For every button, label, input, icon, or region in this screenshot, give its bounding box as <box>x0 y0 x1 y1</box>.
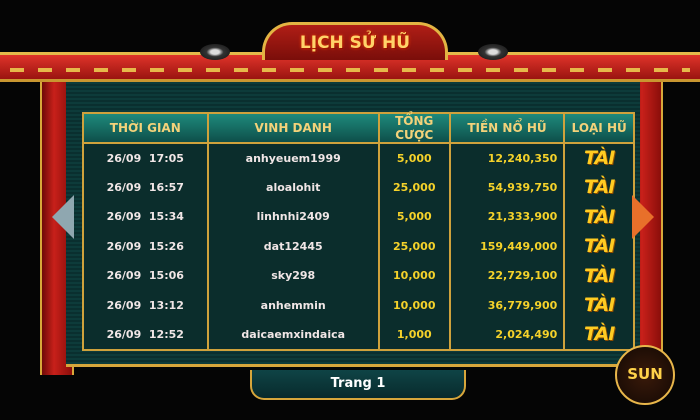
cell-time: 26/09 15:06 <box>82 261 208 291</box>
page-indicator: Trang 1 <box>250 370 466 400</box>
cell-name: dat12445 <box>206 231 379 261</box>
table-row: 26/09 12:52 daicaemxindaica 1,000 2,024,490… <box>82 320 634 350</box>
table-row: 26/09 15:26 dat12445 25,000 159,449,000 TÀI <box>82 231 634 261</box>
table-row: 26/09 15:06 sky298 10,000 22,729,100 TÀI <box>82 261 634 291</box>
roof-trim <box>10 68 690 72</box>
cell-time: 26/09 12:52 <box>82 320 208 350</box>
cell-type: TÀI <box>563 290 634 320</box>
cell-bet: 5,000 <box>377 202 450 232</box>
column-header: THỜI GIAN <box>82 113 208 144</box>
cell-jackpot: 22,729,100 <box>448 261 565 291</box>
column-header: TỔNG CƯỢC <box>377 113 450 144</box>
cell-name: linhnhi2409 <box>206 202 379 232</box>
cell-type: TÀI <box>563 231 634 261</box>
table-row: 26/09 16:57 aloalohit 25,000 54,939,750 TÀI <box>82 172 634 202</box>
jackpot-history-table: THỜI GIAN VINH DANH TỔNG CƯỢC TIỀN NỔ HŨ LOẠ… <box>82 112 635 351</box>
cell-jackpot: 2,024,490 <box>448 320 565 350</box>
cell-bet: 10,000 <box>377 261 450 291</box>
gong-icon <box>200 44 230 60</box>
cell-name: anhyeuem1999 <box>206 143 379 173</box>
cell-bet: 25,000 <box>377 172 450 202</box>
cell-type: TÀI <box>563 143 634 173</box>
chevron-right-icon[interactable] <box>632 195 654 239</box>
cell-name: daicaemxindaica <box>206 320 379 350</box>
cell-time: 26/09 15:34 <box>82 202 208 232</box>
cell-type: TÀI <box>563 261 634 291</box>
page-title: LỊCH SỬ HŨ <box>299 33 411 53</box>
chevron-left-icon[interactable] <box>52 195 74 239</box>
cell-bet: 1,000 <box>377 320 450 350</box>
column-header: TIỀN NỔ HŨ <box>448 113 565 144</box>
cell-jackpot: 54,939,750 <box>448 172 565 202</box>
cell-time: 26/09 16:57 <box>82 172 208 202</box>
cell-bet: 25,000 <box>377 231 450 261</box>
gong-icon <box>478 44 508 60</box>
cell-name: anhemmin <box>206 290 379 320</box>
cell-name: aloalohit <box>206 172 379 202</box>
cell-bet: 5,000 <box>377 143 450 173</box>
table-row: 26/09 15:34 linhnhi2409 5,000 21,333,900 TÀI <box>82 202 634 232</box>
cell-name: sky298 <box>206 261 379 291</box>
logo-text: SUN <box>627 365 663 383</box>
table-row: 26/09 13:12 anhemmin 10,000 36,779,900 TÀI <box>82 290 634 320</box>
cell-jackpot: 21,333,900 <box>448 202 565 232</box>
title-sign: LỊCH SỬ HŨ <box>262 22 448 60</box>
cell-jackpot: 159,449,000 <box>448 231 565 261</box>
column-header: VINH DANH <box>206 113 379 144</box>
cell-type: TÀI <box>563 172 634 202</box>
cell-time: 26/09 17:05 <box>82 143 208 173</box>
column-header: LOẠI HŨ <box>563 113 634 144</box>
cell-type: TÀI <box>563 320 634 350</box>
sun-logo: SUN <box>615 345 675 405</box>
table-row: 26/09 17:05 anhyeuem1999 5,000 12,240,350 TÀ… <box>82 143 634 173</box>
cell-time: 26/09 15:26 <box>82 231 208 261</box>
cell-jackpot: 12,240,350 <box>448 143 565 173</box>
cell-time: 26/09 13:12 <box>82 290 208 320</box>
cell-bet: 10,000 <box>377 290 450 320</box>
cell-jackpot: 36,779,900 <box>448 290 565 320</box>
cell-type: TÀI <box>563 202 634 232</box>
